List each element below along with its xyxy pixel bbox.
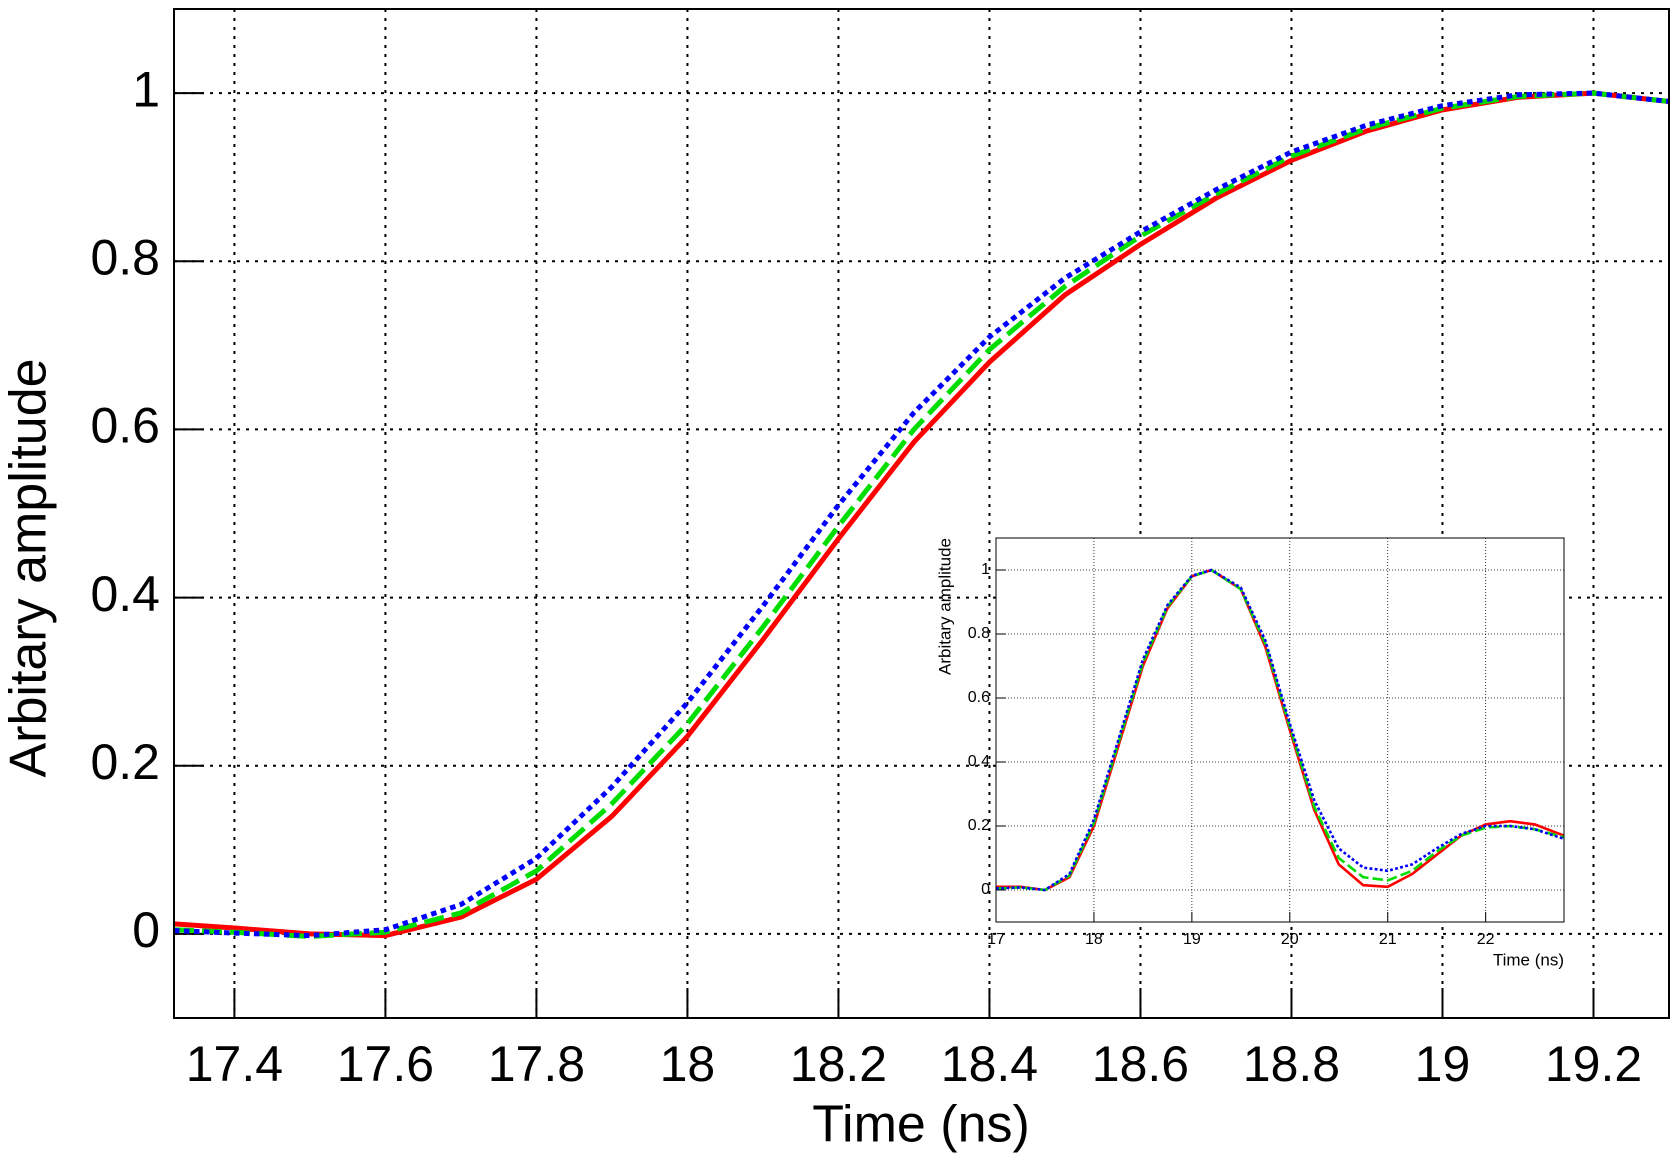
x-tick-label: 19 — [1183, 931, 1201, 948]
x-tick-label: 18.2 — [790, 1036, 887, 1092]
y-axis-title: Arbitary amplitude — [935, 538, 954, 675]
frame — [173, 8, 1670, 1019]
y-tick-label: 0 — [981, 881, 990, 898]
y-tick-label: 0.2 — [968, 817, 990, 834]
frame — [995, 537, 1565, 923]
series-line — [174, 90, 1669, 939]
x-tick-label: 18.6 — [1092, 1036, 1189, 1092]
x-tick-label: 19 — [1415, 1036, 1471, 1092]
x-axis-title: Time (ns) — [812, 1096, 1030, 1154]
series-line — [174, 90, 1669, 939]
x-tick-label: 17.8 — [488, 1036, 585, 1092]
x-tick-label: 19.2 — [1545, 1036, 1642, 1092]
series-group — [996, 568, 1564, 892]
x-tick-label: 18.4 — [941, 1036, 1038, 1092]
y-tick-label: 1 — [132, 61, 160, 117]
x-tick-label: 18 — [660, 1036, 716, 1092]
x-tick-label: 21 — [1379, 931, 1397, 948]
y-tick-label: 0.4 — [968, 753, 990, 770]
x-tick-label: 18.8 — [1243, 1036, 1340, 1092]
x-axis-title: Time (ns) — [1493, 950, 1564, 969]
y-tick-label: 0.6 — [968, 689, 990, 706]
x-tick-label: 22 — [1477, 931, 1495, 948]
y-tick-label: 0 — [132, 902, 160, 958]
series-line — [174, 90, 1669, 939]
y-tick-label: 0.8 — [90, 229, 160, 285]
plot: 17 18 19 20 21 22 0 0.2 0.4 0.6 0.8 1 Time (ns) Arbit… — [935, 537, 1565, 969]
x-tick-label: 18 — [1085, 931, 1103, 948]
y-tick-label: 0.4 — [90, 566, 160, 622]
y-tick-label: 1 — [981, 561, 990, 578]
x-tick-label: 17.6 — [337, 1036, 434, 1092]
series-group — [174, 90, 1669, 939]
y-tick-label: 0.2 — [90, 734, 160, 790]
plot-area — [996, 538, 1564, 922]
y-axis-title: Arbitary amplitude — [0, 358, 58, 777]
y-tick-label: 0.6 — [90, 398, 160, 454]
y-tick-label: 0.8 — [968, 625, 990, 642]
x-tick-label: 20 — [1281, 931, 1299, 948]
x-tick-label: 17 — [987, 931, 1005, 948]
series-line — [996, 568, 1564, 892]
plot: 17.4 17.6 17.8 18 18.2 18.4 18.6 18.8 19 19.2 0 0.2… — [0, 8, 1670, 1154]
x-tick-label: 17.4 — [186, 1036, 283, 1092]
